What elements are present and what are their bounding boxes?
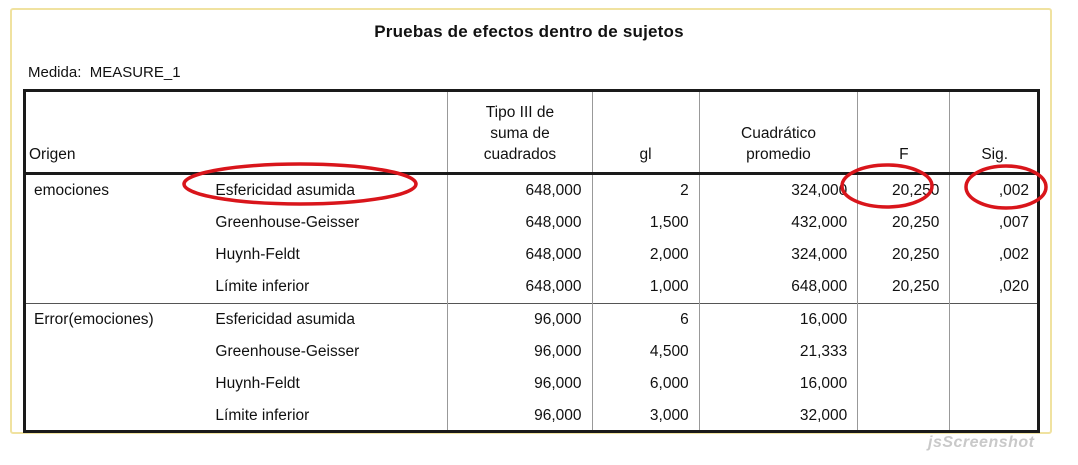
header-sig: Sig. — [949, 90, 1039, 175]
sig-cell: ,002 — [998, 246, 1029, 263]
table-row: Error(emociones) Esfericidad asumida 96,… — [24, 303, 1039, 336]
ss-cell: 96,000 — [447, 400, 593, 432]
sig-cell — [950, 336, 1039, 368]
df-cell: 4,500 — [592, 336, 700, 368]
ss-cell: 648,000 — [447, 239, 593, 271]
source-cell — [24, 207, 205, 239]
header-tipo-iii-line3: cuadrados — [483, 146, 557, 163]
df-cell: 2,000 — [592, 239, 700, 271]
correction-cell: Greenhouse-Geisser — [215, 343, 360, 360]
measure-label: Medida: — [28, 64, 82, 81]
correction-cell: Greenhouse-Geisser — [215, 214, 360, 231]
f-cell: 20,250 — [857, 173, 951, 207]
source-cell — [24, 336, 205, 368]
f-cell: 20,250 — [857, 239, 951, 271]
df-cell: 1,000 — [592, 271, 700, 304]
header-f: F — [857, 90, 951, 175]
df-cell: 1,500 — [592, 207, 700, 239]
ms-cell: 16,000 — [699, 368, 859, 400]
table-row: Huynh-Feldt 96,000 6,000 16,000 — [24, 368, 1039, 400]
source-cell — [24, 271, 205, 304]
df-cell: 6 — [592, 303, 700, 336]
header-gl: gl — [592, 90, 700, 175]
f-cell — [857, 400, 951, 432]
source-cell — [24, 400, 205, 432]
source-cell: emociones — [34, 182, 109, 199]
sig-cell: ,020 — [998, 278, 1029, 295]
table-row: Huynh-Feldt 648,000 2,000 324,000 20,250… — [24, 239, 1039, 271]
ss-cell: 648,000 — [447, 173, 593, 207]
df-cell: 6,000 — [592, 368, 700, 400]
sig-cell — [950, 368, 1039, 400]
table-row: emociones Esfericidad asumida 648,000 2 … — [24, 173, 1039, 207]
header-row: Origen Tipo III de suma de cuadrados gl … — [24, 90, 1039, 175]
table-row: Greenhouse-Geisser 648,000 1,500 432,000… — [24, 207, 1039, 239]
source-cell — [24, 239, 205, 271]
ss-cell: 96,000 — [447, 303, 593, 336]
correction-cell: Huynh-Feldt — [215, 375, 300, 392]
ms-cell: 432,000 — [699, 207, 859, 239]
ms-cell: 324,000 — [699, 239, 859, 271]
header-origen: Origen — [24, 90, 206, 175]
sig-cell: ,002 — [998, 182, 1029, 199]
table-row: Límite inferior 648,000 1,000 648,000 20… — [24, 271, 1039, 304]
ms-cell: 21,333 — [699, 336, 859, 368]
ms-cell: 32,000 — [699, 400, 859, 432]
ss-cell: 648,000 — [447, 271, 593, 304]
df-cell: 3,000 — [592, 400, 700, 432]
f-cell — [857, 303, 951, 336]
ms-cell: 324,000 — [699, 173, 859, 207]
correction-cell: Límite inferior — [215, 407, 310, 424]
source-cell — [24, 368, 205, 400]
ms-cell: 648,000 — [699, 271, 859, 304]
correction-cell: Esfericidad asumida — [215, 182, 355, 199]
source-cell: Error(emociones) — [24, 303, 206, 336]
measure-line: Medida: MEASURE_1 — [28, 64, 181, 81]
ms-cell: 16,000 — [699, 303, 859, 336]
sig-cell — [950, 400, 1039, 432]
correction-cell: Esfericidad asumida — [205, 303, 448, 336]
ss-cell: 96,000 — [447, 336, 593, 368]
f-cell: 20,250 — [857, 207, 951, 239]
header-cuadratico-line1: Cuadrático — [741, 125, 816, 142]
correction-cell: Límite inferior — [215, 278, 310, 295]
within-subjects-effects-table: Origen Tipo III de suma de cuadrados gl … — [23, 89, 1040, 433]
correction-cell: Huynh-Feldt — [215, 246, 300, 263]
header-tipo-iii: Tipo III de suma de cuadrados — [447, 90, 593, 175]
ss-cell: 96,000 — [447, 368, 593, 400]
header-tipo-iii-line1: Tipo III de — [485, 104, 555, 121]
sig-cell: ,007 — [998, 214, 1029, 231]
header-cuadratico-line2: promedio — [746, 146, 811, 163]
ss-cell: 648,000 — [447, 207, 593, 239]
sig-cell — [949, 303, 1039, 336]
f-cell — [857, 368, 951, 400]
f-cell: 20,250 — [857, 271, 951, 304]
header-tipo-iii-line2: suma de — [490, 125, 550, 142]
table-title: Pruebas de efectos dentro de sujetos — [374, 22, 684, 41]
f-cell — [857, 336, 951, 368]
measure-value: MEASURE_1 — [89, 64, 181, 81]
table-row: Límite inferior 96,000 3,000 32,000 — [24, 400, 1039, 432]
header-correction — [205, 90, 448, 175]
watermark-logo: jsScreenshot — [928, 434, 1035, 451]
table-row: Greenhouse-Geisser 96,000 4,500 21,333 — [24, 336, 1039, 368]
df-cell: 2 — [592, 173, 700, 207]
header-cuadratico: Cuadrático promedio — [699, 90, 859, 175]
